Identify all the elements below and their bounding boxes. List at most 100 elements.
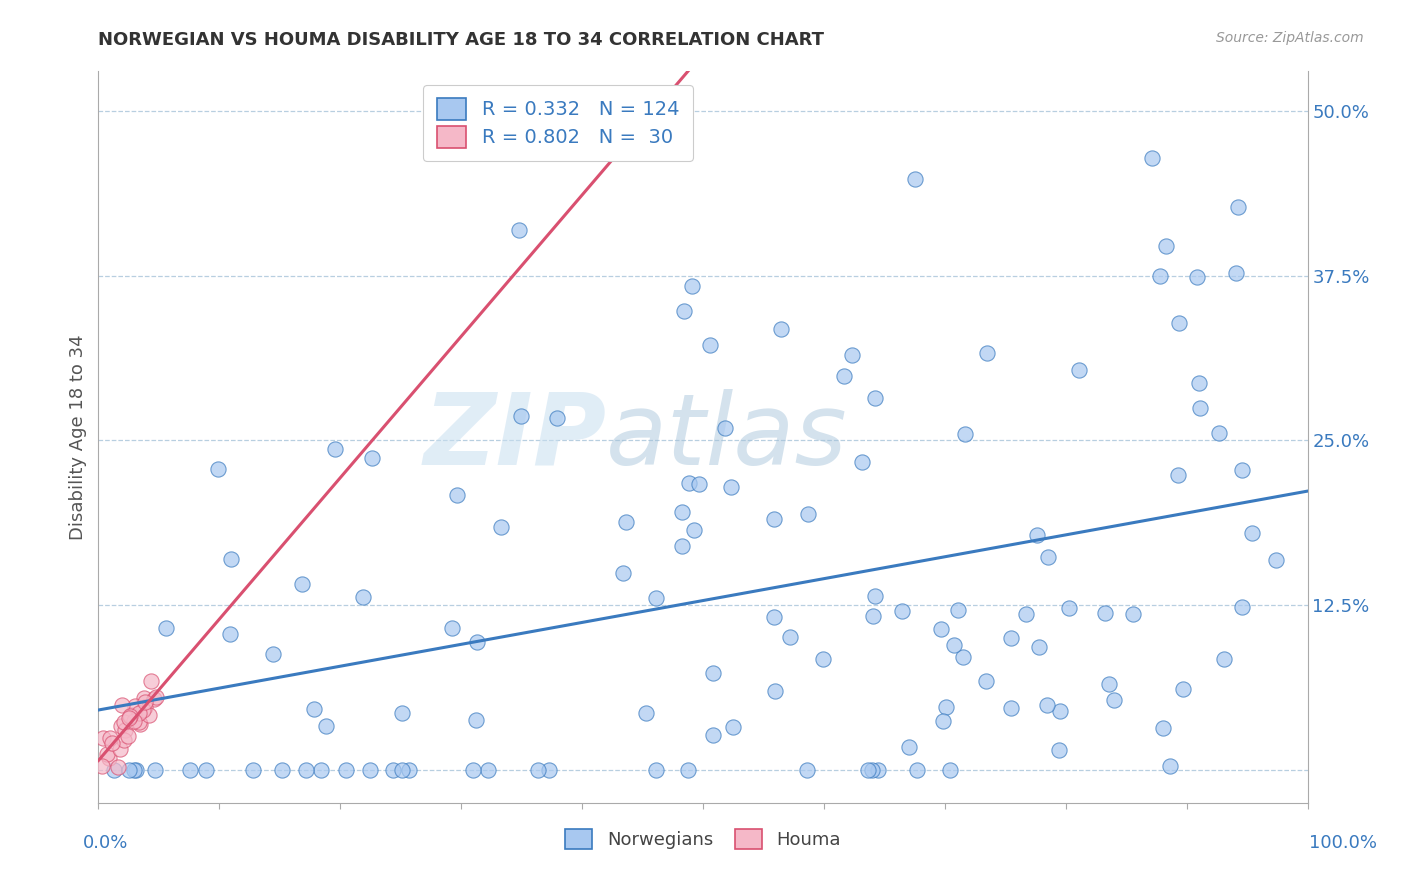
- Point: [118, 763, 141, 777]
- Point: [811, 652, 834, 666]
- Point: [112, 732, 135, 747]
- Point: [323, 442, 346, 456]
- Point: [721, 720, 744, 734]
- Text: 0.0%: 0.0%: [83, 834, 128, 852]
- Point: [117, 729, 139, 743]
- Point: [145, 690, 167, 705]
- Point: [1188, 376, 1211, 390]
- Point: [510, 409, 533, 423]
- Point: [352, 590, 374, 604]
- Point: [508, 223, 530, 237]
- Point: [219, 552, 242, 566]
- Point: [678, 475, 700, 490]
- Point: [1067, 363, 1090, 377]
- Point: [762, 512, 785, 526]
- Point: [939, 763, 962, 777]
- Point: [863, 392, 886, 406]
- Point: [1208, 426, 1230, 441]
- Point: [1049, 704, 1071, 718]
- Point: [122, 714, 145, 728]
- Point: [856, 763, 879, 777]
- Point: [702, 665, 724, 680]
- Point: [1185, 269, 1208, 284]
- Point: [1036, 698, 1059, 712]
- Point: [291, 577, 314, 591]
- Point: [868, 763, 890, 777]
- Point: [270, 763, 292, 777]
- Point: [1122, 607, 1144, 622]
- Point: [714, 421, 737, 435]
- Point: [111, 698, 134, 713]
- Point: [953, 427, 976, 442]
- Point: [129, 716, 152, 731]
- Point: [935, 699, 957, 714]
- Point: [128, 715, 150, 730]
- Point: [841, 348, 863, 362]
- Point: [688, 477, 710, 491]
- Y-axis label: Disability Age 18 to 34: Disability Age 18 to 34: [69, 334, 87, 540]
- Text: 100.0%: 100.0%: [1309, 834, 1376, 852]
- Point: [118, 711, 141, 725]
- Point: [891, 604, 914, 618]
- Point: [1213, 651, 1236, 665]
- Point: [1265, 552, 1288, 566]
- Point: [242, 763, 264, 777]
- Point: [125, 763, 148, 777]
- Point: [1036, 549, 1059, 564]
- Point: [262, 647, 284, 661]
- Point: [391, 706, 413, 720]
- Point: [976, 346, 998, 360]
- Point: [446, 488, 468, 502]
- Point: [304, 702, 326, 716]
- Point: [851, 455, 873, 469]
- Point: [91, 759, 114, 773]
- Point: [614, 516, 637, 530]
- Point: [114, 723, 136, 738]
- Point: [360, 451, 382, 466]
- Point: [98, 751, 121, 765]
- Point: [382, 763, 405, 777]
- Point: [644, 763, 666, 777]
- Point: [1226, 200, 1249, 214]
- Point: [699, 338, 721, 352]
- Point: [110, 719, 132, 733]
- Point: [359, 763, 381, 777]
- Point: [1000, 701, 1022, 715]
- Point: [1104, 693, 1126, 707]
- Point: [315, 719, 337, 733]
- Point: [219, 627, 242, 641]
- Point: [440, 621, 463, 635]
- Point: [138, 708, 160, 723]
- Point: [974, 673, 997, 688]
- Point: [946, 603, 969, 617]
- Point: [311, 763, 333, 777]
- Point: [720, 480, 742, 494]
- Point: [1094, 606, 1116, 620]
- Point: [905, 763, 928, 777]
- Point: [179, 763, 201, 777]
- Point: [645, 591, 668, 606]
- Point: [943, 638, 966, 652]
- Point: [673, 303, 696, 318]
- Point: [1240, 525, 1263, 540]
- Point: [538, 763, 561, 777]
- Point: [1152, 721, 1174, 735]
- Point: [391, 763, 413, 777]
- Point: [108, 741, 131, 756]
- Point: [1167, 467, 1189, 482]
- Point: [932, 714, 955, 729]
- Point: [769, 322, 792, 336]
- Point: [681, 278, 703, 293]
- Point: [1154, 238, 1177, 252]
- Point: [1025, 528, 1047, 542]
- Point: [207, 461, 229, 475]
- Point: [114, 714, 136, 729]
- Legend: Norwegians, Houma: Norwegians, Houma: [558, 822, 848, 856]
- Point: [120, 708, 142, 723]
- Point: [335, 763, 357, 777]
- Point: [1230, 463, 1253, 477]
- Point: [1000, 631, 1022, 645]
- Text: NORWEGIAN VS HOUMA DISABILITY AGE 18 TO 34 CORRELATION CHART: NORWEGIAN VS HOUMA DISABILITY AGE 18 TO …: [98, 31, 824, 49]
- Point: [860, 763, 883, 777]
- Point: [779, 630, 801, 644]
